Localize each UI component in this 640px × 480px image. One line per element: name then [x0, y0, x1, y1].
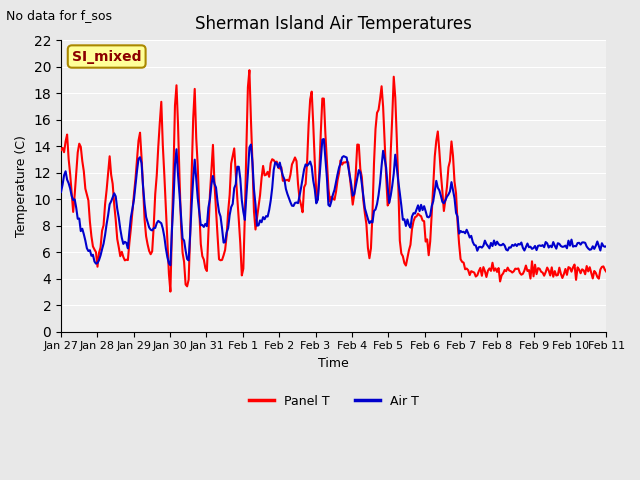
Legend: Panel T, Air T: Panel T, Air T — [244, 390, 424, 413]
Text: No data for f_sos: No data for f_sos — [6, 9, 113, 22]
Text: SI_mixed: SI_mixed — [72, 49, 141, 63]
X-axis label: Time: Time — [318, 357, 349, 370]
Title: Sherman Island Air Temperatures: Sherman Island Air Temperatures — [195, 15, 472, 33]
Y-axis label: Temperature (C): Temperature (C) — [15, 135, 28, 237]
